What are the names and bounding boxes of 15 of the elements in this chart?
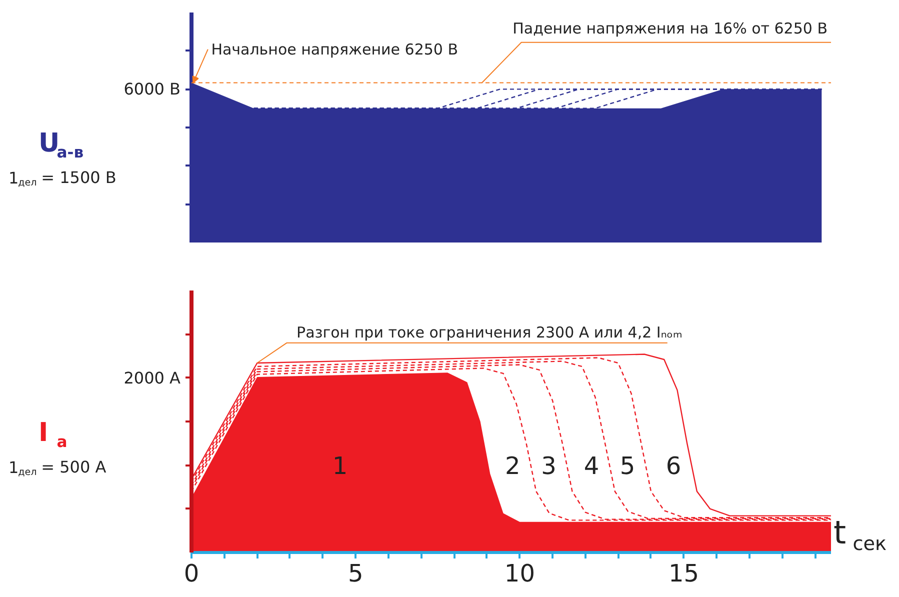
series-label: 1: [332, 452, 348, 480]
y-tick-label: 6000 В: [124, 80, 180, 99]
annotation: Разгон при токе ограничения 2300 А или 4,2 Iₙₒₘ: [296, 323, 682, 342]
series-label: 2: [505, 452, 520, 480]
series-label: 5: [620, 452, 636, 480]
x-tick-label: 15: [668, 560, 700, 588]
x-tick-label: 10: [504, 560, 535, 588]
y-tick-label: 2000 А: [124, 368, 181, 388]
series-label: 6: [666, 452, 682, 480]
annotation: Падение напряжения на 16% от 6250 В: [512, 20, 828, 38]
x-tick-label: 5: [348, 560, 364, 588]
annotation: Начальное напряжение 6250 В: [211, 40, 458, 58]
x-tick-label: 0: [184, 560, 200, 588]
series-label: 4: [584, 452, 600, 480]
series-label: 3: [541, 452, 556, 480]
